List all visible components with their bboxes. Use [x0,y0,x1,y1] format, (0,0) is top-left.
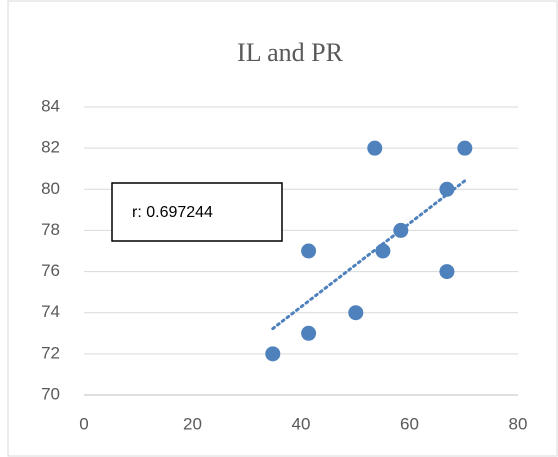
x-tick-label: 40 [292,414,311,433]
x-tick-label: 60 [400,414,419,433]
trendline [271,179,467,331]
point [367,140,383,156]
point [301,325,317,341]
point [348,305,364,321]
x-tick-label: 80 [509,414,528,433]
point [439,264,455,280]
y-tick-label: 76 [41,261,60,280]
y-tick-label: 74 [41,302,60,321]
chart-title: IL and PR [237,38,344,67]
x-tick-label: 0 [79,414,88,433]
y-tick-label: 72 [41,343,60,362]
y-tick-label: 80 [41,179,60,198]
point [375,243,391,259]
x-tick-label: 20 [183,414,202,433]
point [301,243,317,259]
chart-border [7,0,558,457]
annotation-box [111,182,283,242]
point [457,140,473,156]
y-tick-label: 84 [41,96,60,115]
point [265,346,281,362]
annotation: r: 0.697244 [132,204,213,221]
y-tick-label: 78 [41,220,60,239]
point [439,181,455,197]
y-tick-label: 70 [41,384,60,403]
point [393,222,409,238]
y-tick-label: 82 [41,138,60,157]
